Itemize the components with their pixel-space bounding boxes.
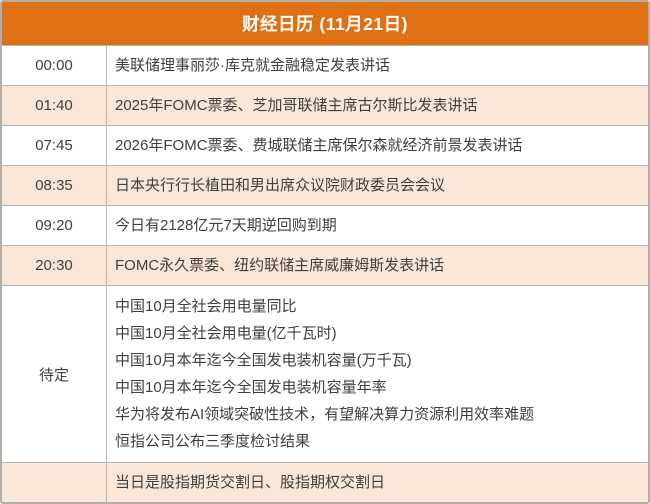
event-cell: 2026年FOMC票委、费城联储主席保尔森就经济前景发表讲话 xyxy=(107,126,648,165)
table-row: 09:20 今日有2128亿元7天期逆回购到期 xyxy=(2,205,648,245)
event-cell: 中国10月全社会用电量同比中国10月全社会用电量(亿千瓦时) 中国10月本年迄今全… xyxy=(107,286,648,462)
calendar-rows: 00:00 美联储理事丽莎·库克就金融稳定发表讲话 01:40 2025年FOM… xyxy=(2,45,648,502)
event-line: 中国10月本年迄今全国发电装机容量(万千瓦) xyxy=(115,352,412,369)
event-line: 中国10月本年迄今全国发电装机容量年率 xyxy=(115,379,387,396)
event-cell: 2025年FOMC票委、芝加哥联储主席古尔斯比发表讲话 xyxy=(107,86,648,125)
event-line: 恒指公司公布三季度检讨结果 xyxy=(115,433,311,450)
event-line: 2025年FOMC票委、芝加哥联储主席古尔斯比发表讲话 xyxy=(115,97,478,114)
event-line: FOMC永久票委、纽约联储主席威廉姆斯发表讲话 xyxy=(115,257,445,274)
event-line: 中国10月全社会用电量同比 xyxy=(115,298,297,315)
time-cell: 00:00 xyxy=(2,46,107,85)
time-cell: 07:45 xyxy=(2,126,107,165)
event-line: 今日有2128亿元7天期逆回购到期 xyxy=(115,217,337,234)
event-cell: 美联储理事丽莎·库克就金融稳定发表讲话 xyxy=(107,46,648,85)
event-line: 中国10月全社会用电量(亿千瓦时) xyxy=(115,325,337,342)
event-line: 日本央行行长植田和男出席众议院财政委员会会议 xyxy=(115,177,446,194)
calendar-header: 财经日历 (11月21日) xyxy=(2,2,648,45)
event-line: 美联储理事丽莎·库克就金融稳定发表讲话 xyxy=(115,57,390,74)
time-cell xyxy=(2,463,107,502)
table-row: 00:00 美联储理事丽莎·库克就金融稳定发表讲话 xyxy=(2,45,648,85)
table-row: 01:40 2025年FOMC票委、芝加哥联储主席古尔斯比发表讲话 xyxy=(2,85,648,125)
event-cell: 日本央行行长植田和男出席众议院财政委员会会议 xyxy=(107,166,648,205)
time-cell: 待定 xyxy=(2,286,107,462)
event-line: 2026年FOMC票委、费城联储主席保尔森就经济前景发表讲话 xyxy=(115,137,523,154)
time-cell: 01:40 xyxy=(2,86,107,125)
event-cell: FOMC永久票委、纽约联储主席威廉姆斯发表讲话 xyxy=(107,246,648,285)
event-cell: 今日有2128亿元7天期逆回购到期 xyxy=(107,206,648,245)
event-line: 华为将发布AI领域突破性技术，有望解决算力资源利用效率难题 xyxy=(115,406,535,423)
time-cell: 09:20 xyxy=(2,206,107,245)
event-cell: 当日是股指期货交割日、股指期权交割日 xyxy=(107,463,648,502)
table-row: 20:30 FOMC永久票委、纽约联储主席威廉姆斯发表讲话 xyxy=(2,245,648,285)
event-line: 当日是股指期货交割日、股指期权交割日 xyxy=(115,474,386,491)
time-cell: 08:35 xyxy=(2,166,107,205)
table-row: 待定 中国10月全社会用电量同比中国10月全社会用电量(亿千瓦时) 中国10月本年… xyxy=(2,285,648,462)
table-row: 当日是股指期货交割日、股指期权交割日 xyxy=(2,462,648,502)
calendar-title: 财经日历 (11月21日) xyxy=(242,14,408,34)
table-row: 08:35 日本央行行长植田和男出席众议院财政委员会会议 xyxy=(2,165,648,205)
table-row: 07:45 2026年FOMC票委、费城联储主席保尔森就经济前景发表讲话 xyxy=(2,125,648,165)
time-cell: 20:30 xyxy=(2,246,107,285)
